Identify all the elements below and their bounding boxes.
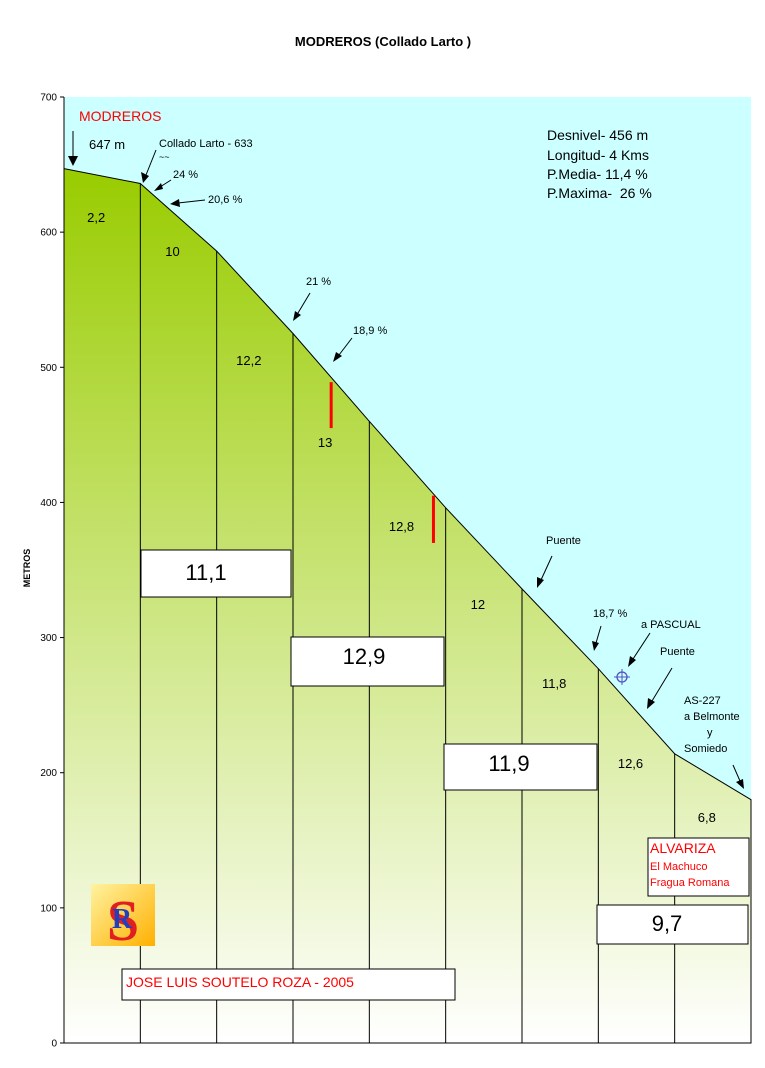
svg-text:JOSE LUIS SOUTELO ROZA - 2005: JOSE LUIS SOUTELO ROZA - 2005 <box>126 974 354 990</box>
svg-text:9,7: 9,7 <box>652 911 683 936</box>
arrow-icon <box>647 698 655 709</box>
author-credit: JOSE LUIS SOUTELO ROZA - 2005 <box>121 968 456 1001</box>
collado-mark: ~~ <box>159 152 170 162</box>
svg-text:12,9: 12,9 <box>343 644 386 669</box>
y-tick-label: 0 <box>51 1039 57 1050</box>
svg-text:11,9: 11,9 <box>488 751 529 776</box>
segment-gradient-label: 12,6 <box>618 756 643 771</box>
y-tick-labels: 0 100 200 300 400 500 600 700 <box>40 93 57 1050</box>
a-pascual-label: a PASCUAL <box>641 619 701 631</box>
route-stats: Desnivel- 456 m Longitud- 4 Kms P.Media-… <box>547 127 652 201</box>
arrow-icon <box>333 352 342 362</box>
arrow-icon <box>732 764 741 782</box>
gradient-note-21: 21 % <box>306 276 331 288</box>
road-label-line3: y <box>707 727 713 739</box>
arrow-icon <box>540 555 553 581</box>
gradient-note-189: 18,9 % <box>353 325 387 337</box>
stat-pmaxima: P.Maxima- 26 % <box>547 185 652 201</box>
segment-gradient-label: 12,2 <box>236 353 261 368</box>
segment-gradient-label: 2,2 <box>87 210 105 225</box>
start-elevation: 647 m <box>89 137 125 152</box>
segment-gradient-label: 11,8 <box>542 676 566 691</box>
arrow-icon <box>651 667 673 702</box>
y-tick-label: 100 <box>40 903 57 914</box>
km-average-box: 12,9 <box>290 636 445 687</box>
y-axis <box>60 96 751 1044</box>
y-tick-label: 200 <box>40 768 57 779</box>
chart-title: MODREROS (Collado Larto ) <box>295 34 471 49</box>
arrow-icon <box>141 172 149 183</box>
start-name: MODREROS <box>79 108 161 124</box>
arrow-icon <box>154 183 163 191</box>
arrow-icon <box>293 311 301 321</box>
road-label-line4: Somiedo <box>684 743 727 755</box>
arrow-icon <box>592 641 599 651</box>
segment-gradient-labels: 2,2 10 12,2 13 12,8 12 11,8 12,6 6,8 <box>87 210 716 825</box>
collado-label: Collado Larto - 633 <box>159 138 253 150</box>
gradient-note-24: 24 % <box>173 169 198 181</box>
road-label-line2: a Belmonte <box>684 711 740 723</box>
puente-label-1: Puente <box>546 535 581 547</box>
segment-gradient-label: 12,8 <box>389 519 414 534</box>
segment-gradient-label: 13 <box>318 435 332 450</box>
y-tick-label: 600 <box>40 228 57 239</box>
segment-gradient-label: 12 <box>471 597 485 612</box>
arrow-icon <box>68 156 78 166</box>
end-sub-1: El Machuco <box>650 861 707 873</box>
km-average-box: 11,9 <box>443 743 598 791</box>
svg-text:S: S <box>107 888 139 953</box>
stat-desnivel: Desnivel- 456 m <box>547 127 648 143</box>
crosshair-icon <box>614 669 630 685</box>
arrow-icon <box>632 632 651 660</box>
arrow-icon <box>177 199 206 204</box>
end-point-box: ALVARIZA El Machuco Fragua Romana <box>647 837 750 897</box>
author-logo: S R <box>91 884 155 953</box>
y-tick-label: 300 <box>40 633 57 644</box>
arrow-icon <box>297 292 311 314</box>
y-tick-label: 700 <box>40 93 57 104</box>
y-tick-label: 500 <box>40 363 57 374</box>
gradient-note-187: 18,7 % <box>593 608 627 620</box>
end-sub-2: Fragua Romana <box>650 877 730 889</box>
stat-pmedia: P.Media- 11,4 % <box>547 166 648 182</box>
segment-gradient-label: 6,8 <box>698 810 716 825</box>
arrow-icon <box>338 337 353 356</box>
puente-label-2: Puente <box>660 646 695 658</box>
y-tick-label: 400 <box>40 498 57 509</box>
end-name: ALVARIZA <box>650 840 716 856</box>
gradient-note-206: 20,6 % <box>208 194 242 206</box>
svg-text:11,1: 11,1 <box>185 560 226 585</box>
km-average-box: 9,7 <box>596 904 749 945</box>
steep-markers <box>329 382 435 543</box>
y-axis-label: METROS <box>22 549 32 588</box>
road-label-line1: AS-227 <box>684 695 721 707</box>
arrow-icon <box>628 656 636 667</box>
arrow-icon <box>736 779 744 789</box>
arrow-icon <box>595 625 602 644</box>
segment-gradient-label: 10 <box>165 244 179 259</box>
stat-longitud: Longitud- 4 Kms <box>547 147 649 163</box>
arrow-icon <box>145 149 157 176</box>
arrow-icon <box>170 199 180 207</box>
arrow-icon <box>537 577 544 588</box>
km-average-box: 11,1 <box>140 549 292 598</box>
svg-text:R: R <box>112 904 133 935</box>
